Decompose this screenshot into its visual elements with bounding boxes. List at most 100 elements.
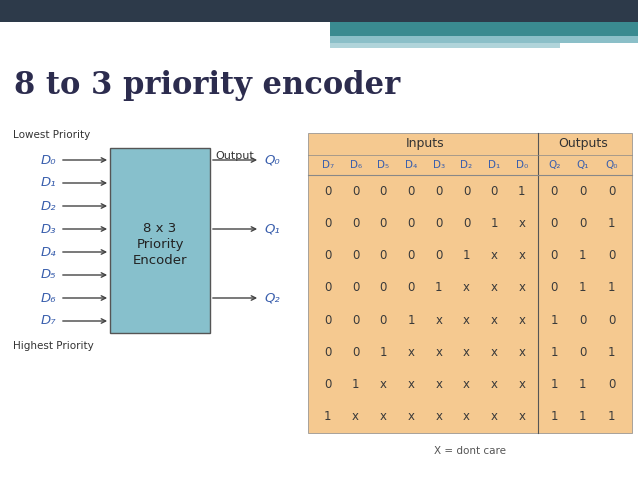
Text: Outputs: Outputs <box>558 137 608 150</box>
Text: Output: Output <box>215 151 254 161</box>
Text: Highest Priority: Highest Priority <box>13 341 94 351</box>
Text: 1: 1 <box>579 411 586 423</box>
Text: x: x <box>519 378 526 391</box>
Text: x: x <box>408 346 415 359</box>
Text: 0: 0 <box>324 217 332 230</box>
Text: 0: 0 <box>407 217 415 230</box>
Text: 0: 0 <box>608 249 615 262</box>
Text: 0: 0 <box>352 314 359 327</box>
Text: x: x <box>519 249 526 262</box>
Text: x: x <box>491 281 498 295</box>
Bar <box>308 133 632 433</box>
Text: x: x <box>519 314 526 327</box>
Text: x: x <box>519 217 526 230</box>
Text: 1: 1 <box>579 249 586 262</box>
Text: 1: 1 <box>352 378 359 391</box>
Text: 0: 0 <box>579 184 586 198</box>
Text: 1: 1 <box>324 411 332 423</box>
Text: x: x <box>491 249 498 262</box>
Text: 0: 0 <box>407 184 415 198</box>
Text: 1: 1 <box>551 346 558 359</box>
Text: D₇: D₇ <box>322 160 334 170</box>
Text: 0: 0 <box>380 184 387 198</box>
Text: Q₀: Q₀ <box>605 160 618 170</box>
Text: x: x <box>463 346 470 359</box>
Text: x: x <box>491 378 498 391</box>
Text: 0: 0 <box>380 217 387 230</box>
Text: 8 to 3 priority encoder: 8 to 3 priority encoder <box>14 69 400 101</box>
Text: Q₀: Q₀ <box>264 153 279 167</box>
Text: x: x <box>463 281 470 295</box>
Text: D₄: D₄ <box>40 246 56 259</box>
Text: X = dont care: X = dont care <box>434 446 506 456</box>
Text: 0: 0 <box>463 217 470 230</box>
Text: 0: 0 <box>608 314 615 327</box>
Text: x: x <box>435 346 442 359</box>
Text: Lowest Priority: Lowest Priority <box>13 130 90 140</box>
Text: 0: 0 <box>380 281 387 295</box>
Text: D₅: D₅ <box>40 269 56 282</box>
Text: D₂: D₂ <box>40 199 56 213</box>
Text: D₃: D₃ <box>40 223 56 236</box>
Text: D₄: D₄ <box>405 160 417 170</box>
Text: 1: 1 <box>491 217 498 230</box>
Text: Encoder: Encoder <box>133 254 187 267</box>
Text: D₅: D₅ <box>377 160 389 170</box>
Text: 0: 0 <box>551 217 558 230</box>
Text: 0: 0 <box>324 378 332 391</box>
Text: D₃: D₃ <box>433 160 445 170</box>
Text: 1: 1 <box>579 281 586 295</box>
Text: x: x <box>352 411 359 423</box>
Text: 1: 1 <box>579 378 586 391</box>
Text: D₂: D₂ <box>461 160 473 170</box>
Text: 0: 0 <box>579 217 586 230</box>
Text: 0: 0 <box>352 346 359 359</box>
Text: x: x <box>491 346 498 359</box>
Text: x: x <box>491 314 498 327</box>
Text: x: x <box>463 411 470 423</box>
Text: Q₂: Q₂ <box>264 292 279 305</box>
Text: D₁: D₁ <box>40 176 56 190</box>
Text: 0: 0 <box>324 249 332 262</box>
Text: x: x <box>491 411 498 423</box>
Text: 0: 0 <box>608 378 615 391</box>
Text: D₆: D₆ <box>40 292 56 305</box>
Text: 0: 0 <box>352 281 359 295</box>
Text: D₇: D₇ <box>40 315 56 328</box>
Text: Q₁: Q₁ <box>264 223 279 236</box>
Text: D₆: D₆ <box>350 160 362 170</box>
Text: x: x <box>519 346 526 359</box>
Text: 1: 1 <box>407 314 415 327</box>
Text: x: x <box>463 378 470 391</box>
Text: 1: 1 <box>551 314 558 327</box>
Text: D₁: D₁ <box>488 160 500 170</box>
Text: x: x <box>435 378 442 391</box>
Text: 1: 1 <box>608 217 616 230</box>
Text: x: x <box>435 314 442 327</box>
Bar <box>110 148 210 333</box>
Text: 1: 1 <box>435 281 443 295</box>
Text: 0: 0 <box>551 249 558 262</box>
Text: 0: 0 <box>324 346 332 359</box>
Text: 0: 0 <box>407 281 415 295</box>
Text: x: x <box>519 411 526 423</box>
Text: 0: 0 <box>380 249 387 262</box>
Text: x: x <box>408 411 415 423</box>
Text: D₀: D₀ <box>40 153 56 167</box>
Text: 1: 1 <box>608 281 616 295</box>
Text: 0: 0 <box>608 184 615 198</box>
Text: 0: 0 <box>352 184 359 198</box>
Bar <box>0 0 638 22</box>
Text: 0: 0 <box>324 184 332 198</box>
Text: 0: 0 <box>352 249 359 262</box>
Text: 0: 0 <box>435 249 442 262</box>
Text: 0: 0 <box>579 346 586 359</box>
Text: 0: 0 <box>491 184 498 198</box>
Text: 0: 0 <box>551 184 558 198</box>
Bar <box>330 43 560 48</box>
Text: 0: 0 <box>407 249 415 262</box>
Text: Q₁: Q₁ <box>577 160 589 170</box>
Text: 0: 0 <box>324 281 332 295</box>
Text: x: x <box>380 378 387 391</box>
Text: 0: 0 <box>579 314 586 327</box>
